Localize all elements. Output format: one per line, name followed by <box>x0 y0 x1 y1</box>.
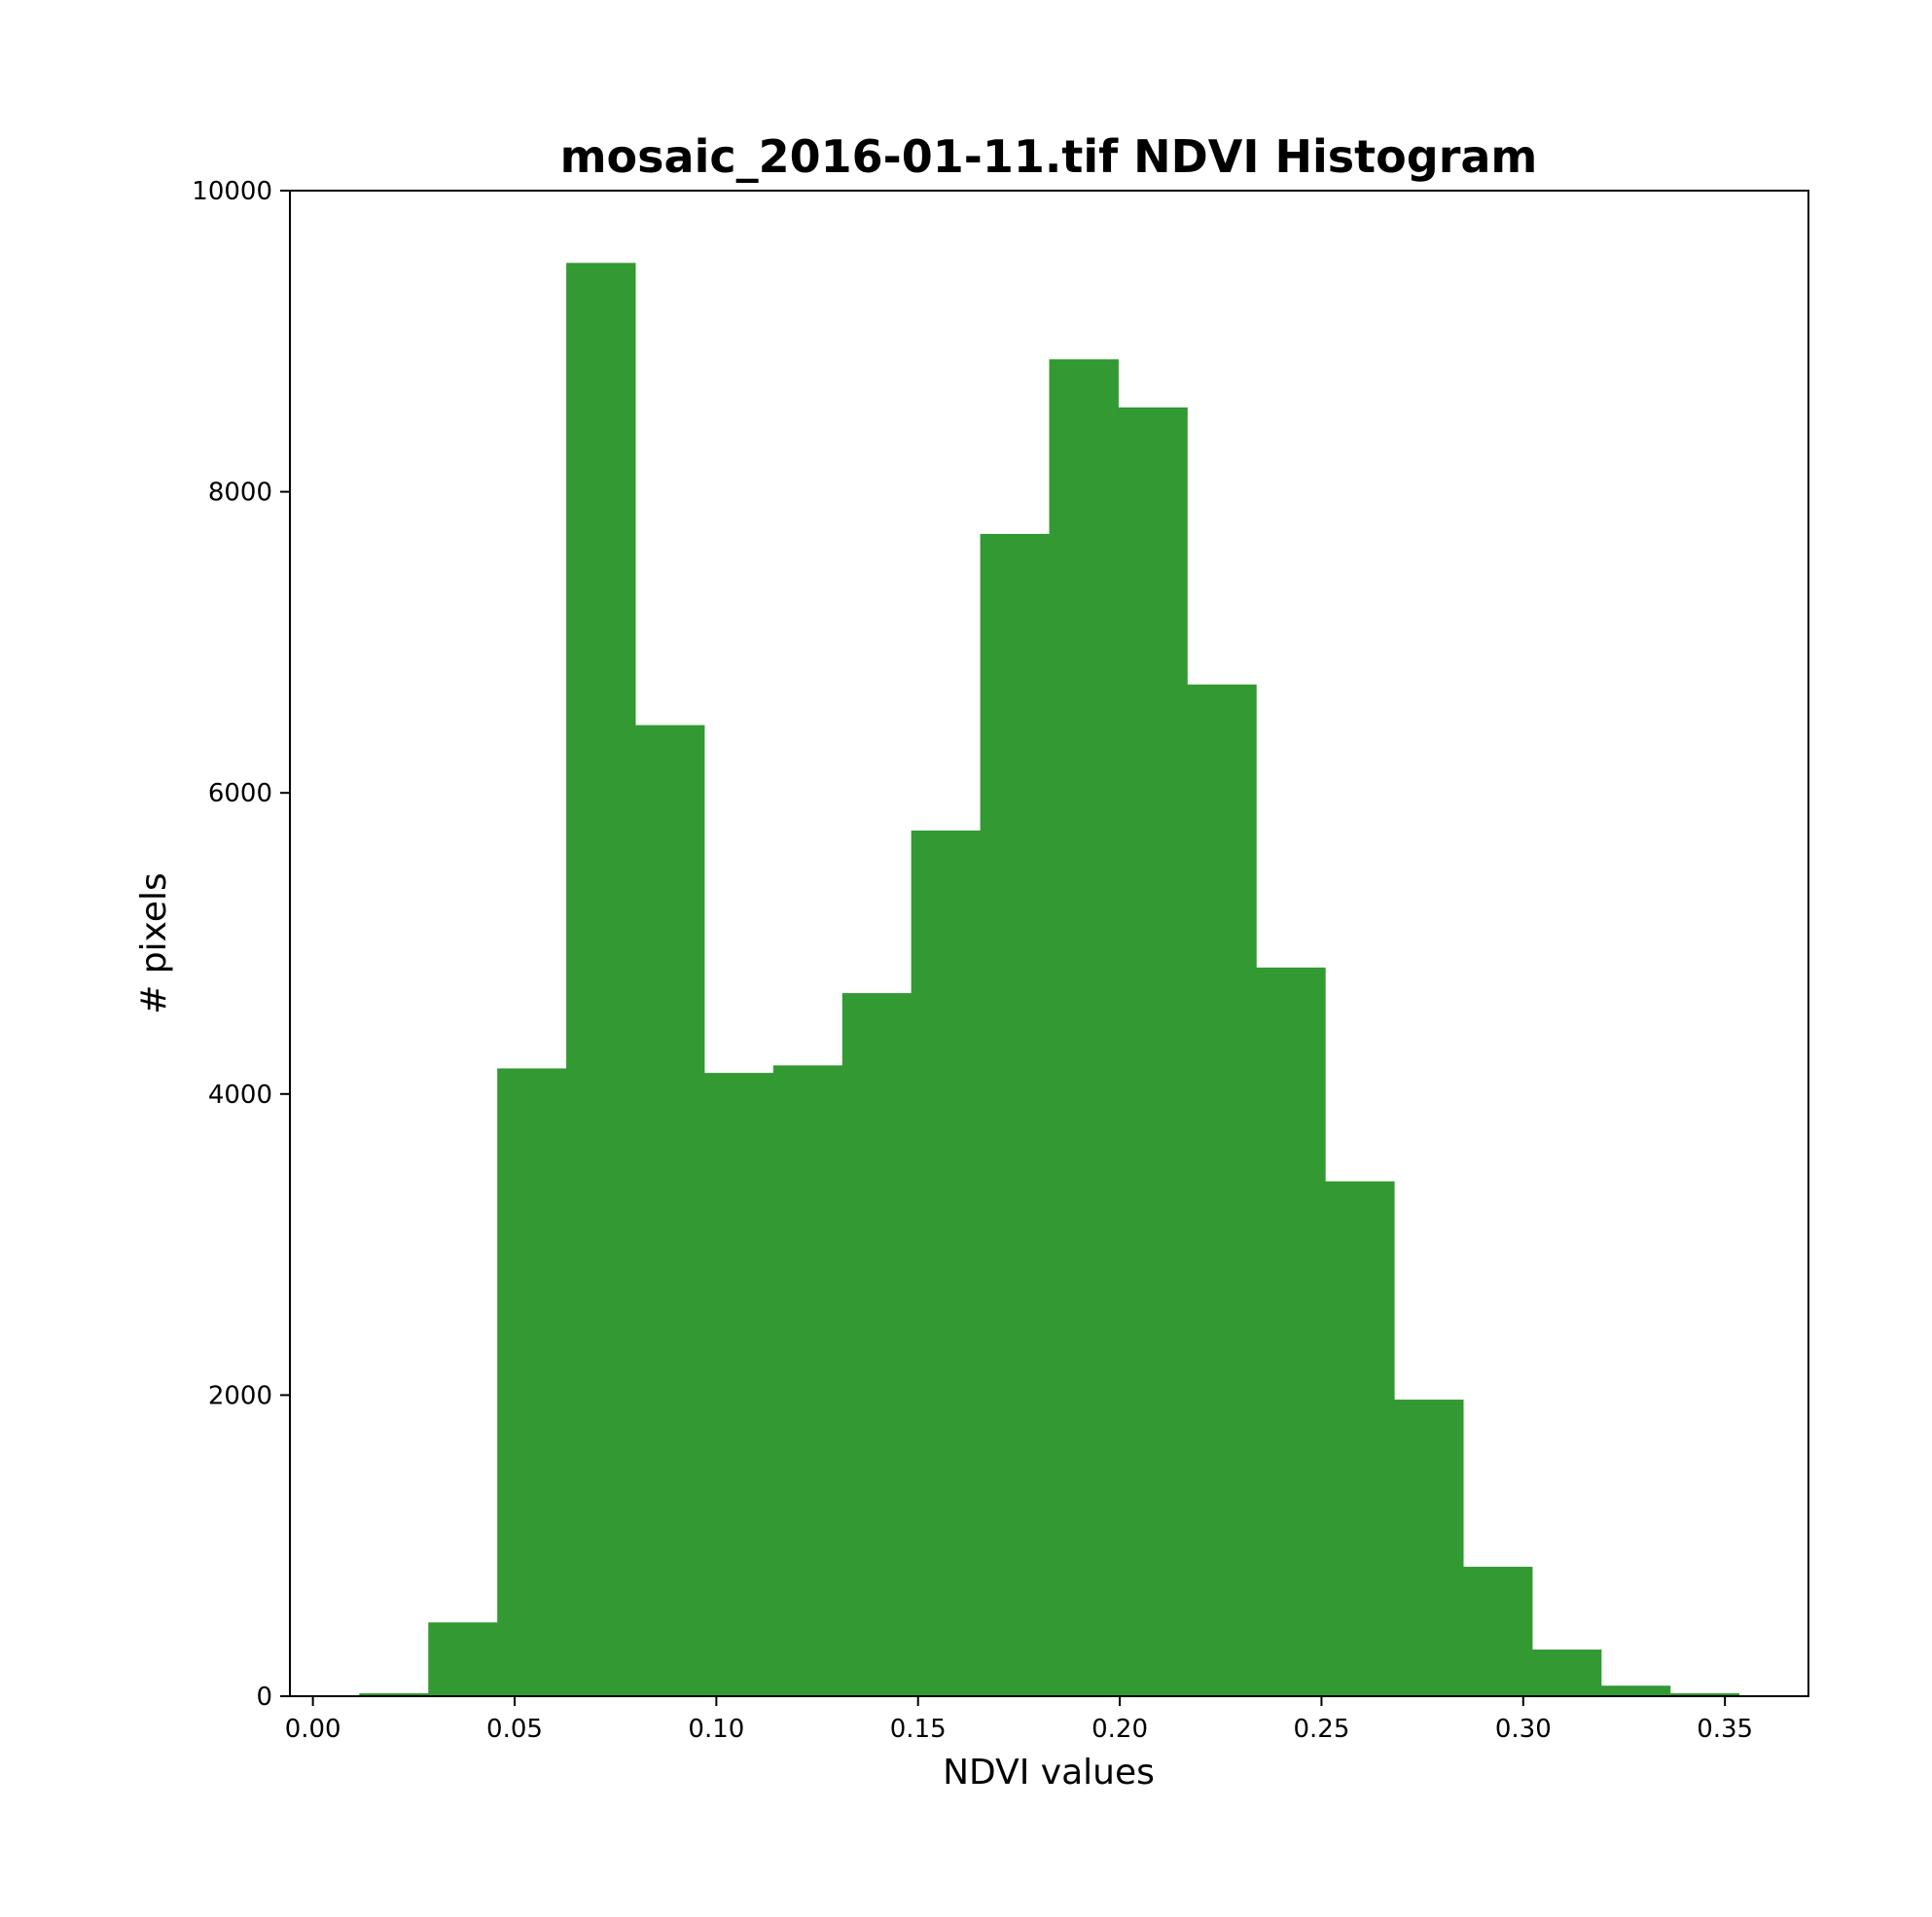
x-axis-ticks: 0.00 0.05 0.10 0.15 0.20 0.25 0.30 0.35 <box>285 1696 1753 1744</box>
histogram-bar <box>634 725 705 1696</box>
histogram-bar <box>911 830 982 1696</box>
histogram-bar <box>1463 1566 1533 1696</box>
histogram-bar <box>1394 1400 1464 1696</box>
x-tick-label: 0.30 <box>1495 1715 1552 1744</box>
x-tick-label: 0.10 <box>688 1715 744 1744</box>
histogram-bar <box>703 1073 774 1696</box>
histogram-bar <box>980 533 1050 1696</box>
histogram-bar <box>1600 1686 1671 1696</box>
histogram-bar <box>772 1065 843 1696</box>
x-axis-label: NDVI values <box>943 1753 1155 1793</box>
x-tick-label: 0.15 <box>890 1715 947 1744</box>
y-tick-label: 8000 <box>208 479 272 508</box>
histogram-bar <box>1256 967 1326 1696</box>
y-tick-label: 2000 <box>208 1381 272 1410</box>
histogram-bar <box>841 993 912 1696</box>
histogram-bar <box>497 1068 567 1696</box>
histogram-bar <box>1187 684 1257 1696</box>
plot-frame <box>289 190 1809 1697</box>
histogram-bar <box>1049 359 1119 1697</box>
bars-layer <box>359 263 1740 1697</box>
histogram-bar <box>1669 1692 1740 1696</box>
y-tick-label: 10000 <box>192 177 272 206</box>
x-tick-label: 0.05 <box>486 1715 543 1744</box>
x-tick-label: 0.00 <box>285 1715 341 1744</box>
x-tick-label: 0.25 <box>1293 1715 1349 1744</box>
x-tick-label: 0.20 <box>1091 1715 1148 1744</box>
histogram-bar <box>1531 1650 1602 1696</box>
histogram-bar <box>428 1622 498 1696</box>
histogram-bar <box>1118 407 1188 1696</box>
histogram-bar <box>1325 1181 1395 1696</box>
y-tick-label: 0 <box>256 1683 272 1712</box>
y-tick-label: 4000 <box>208 1081 272 1110</box>
y-axis-label: # pixels <box>134 872 174 1014</box>
histogram-bar <box>359 1692 429 1696</box>
chart-title: mosaic_2016-01-11.tif NDVI Histogram <box>560 130 1538 183</box>
y-tick-label: 6000 <box>208 779 272 808</box>
histogram-bar <box>566 263 636 1697</box>
y-axis-ticks: 0 2000 4000 6000 8000 10000 <box>192 177 290 1712</box>
x-tick-label: 0.35 <box>1697 1715 1753 1744</box>
